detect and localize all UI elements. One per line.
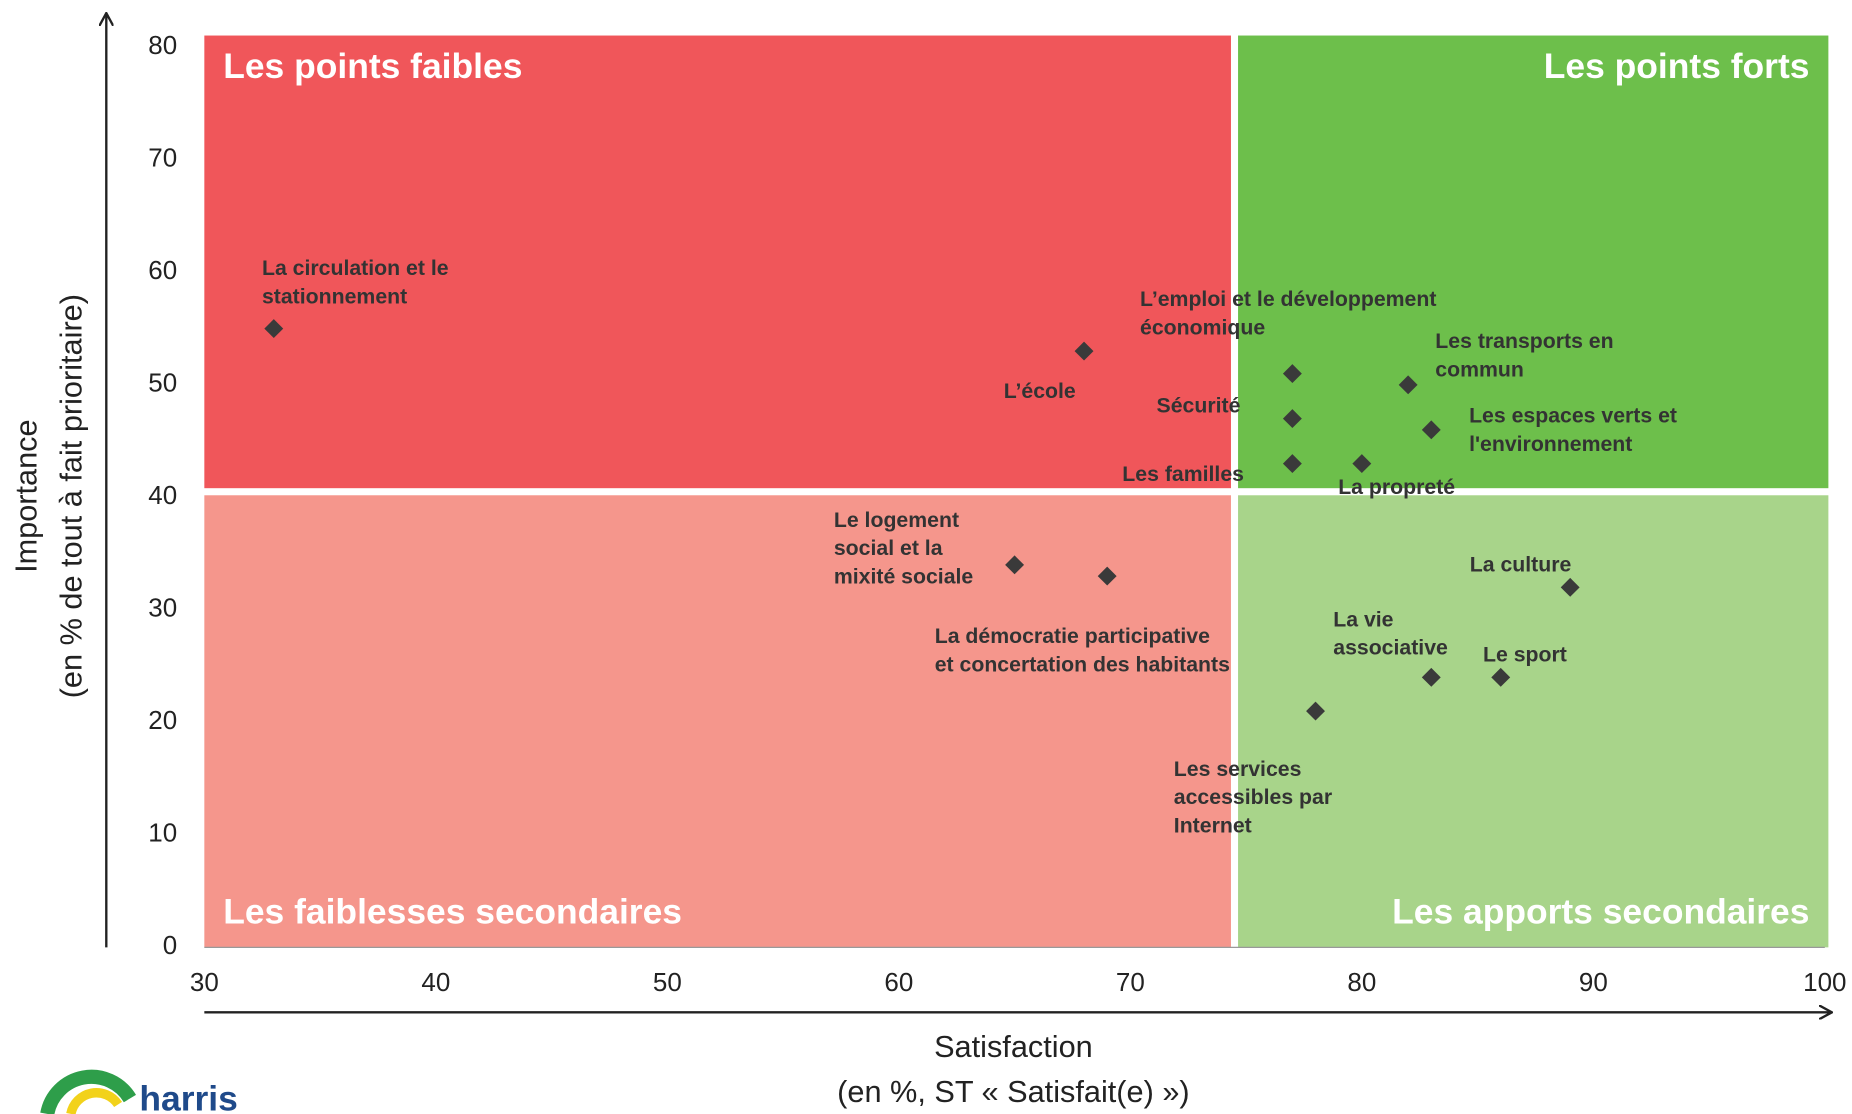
- point: [1352, 454, 1372, 474]
- point-label: l'environnement: [1469, 432, 1632, 456]
- point-label: commun: [1435, 357, 1524, 381]
- quadrant: [1238, 35, 1829, 489]
- point: [1421, 420, 1441, 440]
- point-label: Les transports en: [1435, 329, 1613, 353]
- logo-text: harris: [139, 1078, 237, 1114]
- quadrant: [204, 495, 1231, 948]
- x-tick-label: 80: [1347, 967, 1376, 997]
- y-tick-label: 70: [148, 143, 177, 173]
- point: [1560, 577, 1580, 597]
- quadrant: [1238, 495, 1829, 948]
- point: [1491, 667, 1511, 687]
- point-label: L’école: [1004, 379, 1076, 403]
- y-tick-label: 20: [148, 705, 177, 735]
- x-tick-label: 70: [1116, 967, 1145, 997]
- x-tick-label: 30: [190, 967, 219, 997]
- y-tick-label: 30: [148, 593, 177, 623]
- point: [264, 319, 284, 339]
- y-tick-label: 10: [148, 818, 177, 848]
- y-axis-title: Importance: [8, 419, 43, 573]
- quadrant: [204, 35, 1231, 489]
- point-label: La démocratie participative: [935, 624, 1210, 648]
- point-label: Sécurité: [1157, 393, 1241, 417]
- x-tick-label: 90: [1579, 967, 1608, 997]
- point-label: accessibles par: [1174, 785, 1332, 809]
- x-tick-label: 50: [653, 967, 682, 997]
- quadrant-label: Les points forts: [1544, 46, 1810, 86]
- point-label: Le logement: [834, 508, 959, 532]
- point: [1282, 364, 1302, 384]
- quadrant-label: Les faiblesses secondaires: [223, 892, 682, 932]
- point-label: social et la: [834, 536, 943, 560]
- y-tick-label: 0: [163, 930, 177, 960]
- quadrant-label: Les points faibles: [223, 46, 522, 86]
- point-label: Les familles: [1122, 462, 1244, 486]
- y-axis-subtitle: (en % de tout à fait prioritaire): [53, 294, 88, 698]
- x-tick-label: 40: [421, 967, 450, 997]
- x-axis-subtitle: (en %, ST « Satisfait(e) »): [837, 1074, 1189, 1109]
- y-tick-label: 40: [148, 480, 177, 510]
- point-label: et concertation des habitants: [935, 652, 1230, 676]
- point-label: Le sport: [1483, 643, 1567, 667]
- point: [1398, 375, 1418, 395]
- point: [1282, 454, 1302, 474]
- y-tick-label: 60: [148, 255, 177, 285]
- point-label: stationnement: [262, 285, 407, 309]
- quadrant-label: Les apports secondaires: [1392, 892, 1809, 932]
- point-label: L’emploi et le développement: [1140, 287, 1436, 311]
- point-label: La circulation et le: [262, 256, 449, 280]
- point-label: économique: [1140, 315, 1265, 339]
- point-label: Les espaces verts et: [1469, 403, 1677, 427]
- y-tick-label: 80: [148, 30, 177, 60]
- x-tick-label: 100: [1803, 967, 1846, 997]
- point: [1074, 341, 1094, 361]
- point-label: associative: [1333, 636, 1448, 660]
- point-label: mixité sociale: [834, 564, 974, 588]
- point-label: Les services: [1174, 757, 1302, 781]
- x-tick-label: 60: [884, 967, 913, 997]
- point: [1306, 701, 1325, 721]
- point-label: Internet: [1174, 813, 1252, 837]
- x-axis-title: Satisfaction: [934, 1029, 1093, 1064]
- point-label: La vie: [1333, 607, 1393, 631]
- y-tick-label: 50: [148, 368, 177, 398]
- point: [1421, 667, 1441, 687]
- point: [1282, 409, 1302, 429]
- point-label: La culture: [1470, 553, 1572, 577]
- point-label: La propreté: [1338, 475, 1455, 499]
- logo: harris: [40, 1069, 238, 1114]
